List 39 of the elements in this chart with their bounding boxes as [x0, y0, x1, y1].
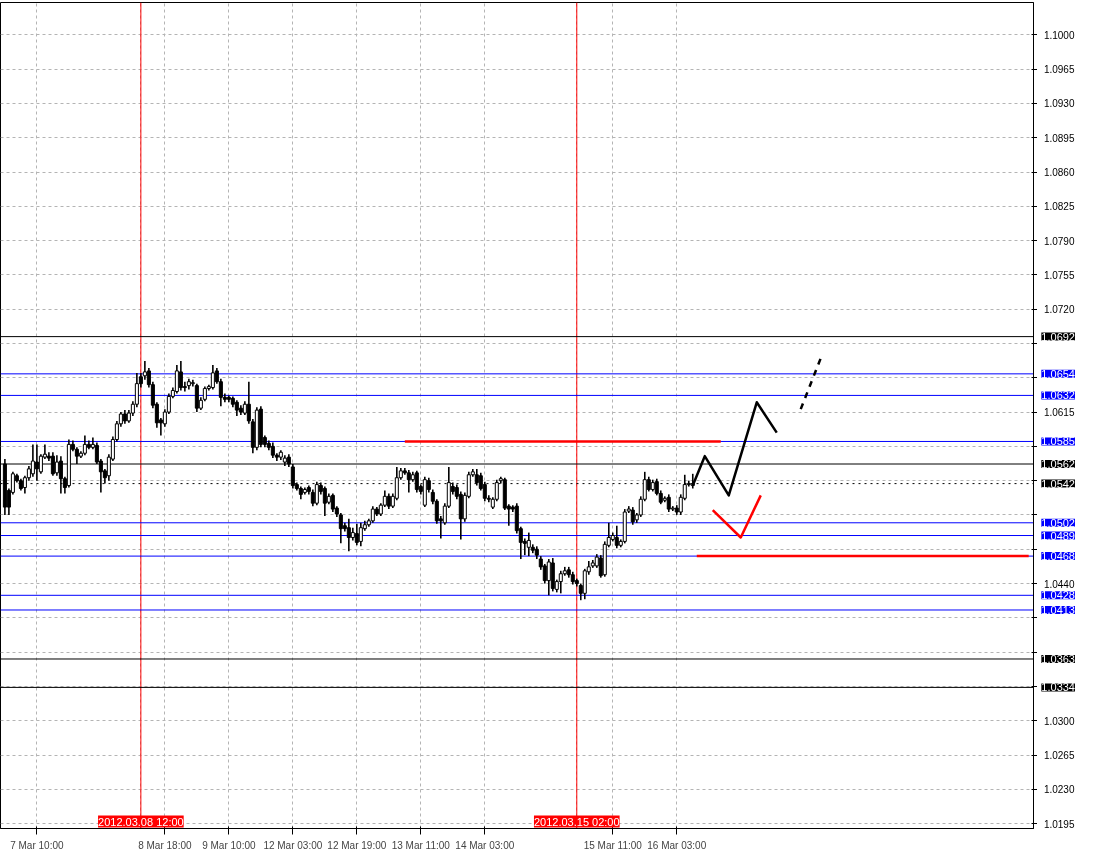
ref-line-label: 1.0654: [1041, 367, 1075, 380]
ref-line-label: 1.0632: [1041, 389, 1075, 402]
x-tick-label: 13 Mar 11:00: [391, 839, 451, 851]
x-tick-label: 7 Mar 10:00: [10, 839, 65, 851]
ref-line-label: 1.0468: [1041, 550, 1075, 563]
y-tick-label: 1.1000: [1043, 29, 1075, 41]
y-tick-label: 1.0790: [1043, 235, 1075, 247]
x-tick-label: 9 Mar 10:00: [202, 839, 256, 851]
ref-line-label: 1.0542: [1041, 477, 1075, 490]
y-tick-label: 1.0860: [1043, 167, 1075, 179]
y-tick-label: 1.0825: [1043, 201, 1075, 213]
x-tick-label: 12 Mar 03:00: [263, 839, 323, 851]
x-tick-label: 2012.03.08 12:00: [98, 815, 184, 828]
ref-line-label: 1.0692: [1041, 330, 1075, 343]
y-tick-label: 1.0755: [1043, 269, 1075, 281]
y-tick-label: 1.0265: [1043, 750, 1075, 762]
y-tick-label: 1.0615: [1043, 407, 1075, 419]
y-tick-label: 1.0965: [1043, 64, 1075, 76]
y-tick-label: 1.0230: [1043, 784, 1075, 796]
ref-line-label: 1.0413: [1041, 604, 1075, 616]
ref-line-label: 1.0428: [1041, 589, 1075, 602]
y-tick-label: 1.0300: [1043, 715, 1075, 727]
y-tick-label: 1.0720: [1043, 304, 1075, 316]
x-tick-label: 16 Mar 03:00: [647, 839, 707, 851]
x-tick-label: 8 Mar 18:00: [138, 839, 192, 851]
ref-line-label: 1.0363: [1041, 652, 1075, 665]
y-tick-label: 1.0930: [1043, 98, 1075, 110]
ref-line-label: 1.0502: [1041, 516, 1075, 529]
ref-line-label: 1.0334: [1041, 681, 1075, 694]
x-tick-label: 14 Mar 03:00: [455, 839, 515, 851]
x-tick-label: 15 Mar 11:00: [583, 839, 643, 851]
ref-line-label: 1.0585: [1041, 435, 1075, 448]
y-tick-label: 1.0195: [1043, 818, 1075, 830]
y-tick-label: 1.0895: [1043, 132, 1075, 144]
y-tick-label: 1.0440: [1043, 578, 1075, 590]
x-tick-label: 12 Mar 19:00: [327, 839, 387, 851]
x-tick-label: 2012.03.15 02:00: [533, 815, 620, 828]
ref-line-label: 1.0489: [1041, 529, 1075, 542]
ref-line-label: 1.0562: [1041, 458, 1075, 470]
